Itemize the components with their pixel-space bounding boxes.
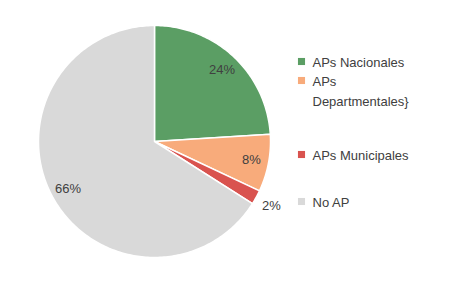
svg-text:APs Municipales: APs Municipales	[313, 148, 410, 163]
svg-text:66%: 66%	[55, 181, 81, 196]
svg-text:2%: 2%	[262, 198, 281, 213]
svg-text:APs Nacionales: APs Nacionales	[313, 55, 405, 70]
svg-text:8%: 8%	[242, 152, 261, 167]
svg-text:APsDepartmentales}: APsDepartmentales}	[313, 74, 410, 109]
svg-text:No AP: No AP	[313, 195, 350, 210]
svg-text:24%: 24%	[209, 62, 235, 77]
